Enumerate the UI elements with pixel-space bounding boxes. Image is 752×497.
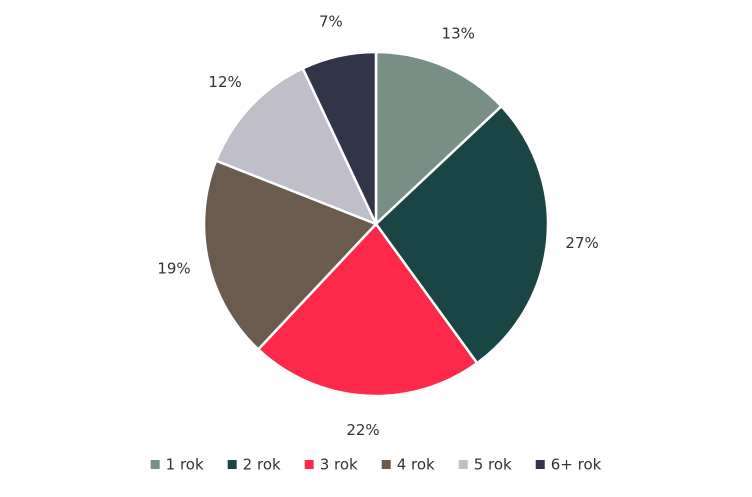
data-label: 22% (346, 421, 379, 439)
pie-slice (256, 222, 479, 398)
legend-label: 3 rok (320, 456, 358, 474)
legend-swatch (381, 460, 391, 469)
legend-swatch (458, 460, 468, 469)
legend-swatch (227, 460, 237, 469)
data-label: 12% (208, 73, 241, 91)
legend-swatch (150, 460, 160, 469)
legend-label: 5 rok (474, 456, 512, 474)
legend-swatch (535, 460, 545, 469)
pie-slice (301, 50, 378, 225)
data-label: 27% (565, 234, 598, 252)
pie-slice (374, 104, 550, 365)
pie-slice (214, 66, 379, 227)
legend-label: 1 rok (166, 456, 204, 474)
legend-label: 6+ rok (551, 456, 602, 474)
legend-label: 2 rok (243, 456, 281, 474)
data-label: 7% (319, 12, 343, 30)
pie-slice (374, 50, 504, 227)
data-label: 19% (157, 260, 190, 278)
data-label: 13% (442, 25, 475, 43)
legend-label: 4 rok (397, 456, 435, 474)
legend-swatch (304, 460, 314, 469)
